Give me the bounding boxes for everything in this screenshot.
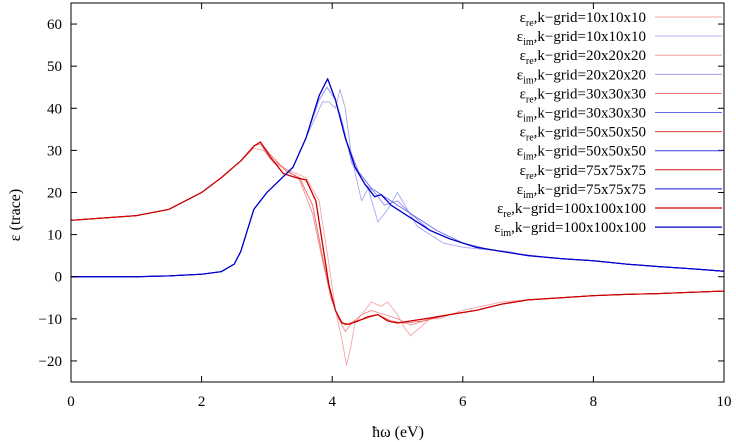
y-tick-label: 10	[47, 228, 62, 244]
series-line-12	[71, 78, 725, 278]
y-tick-label: 60	[47, 17, 62, 33]
legend-label-4: εim,k−grid=20x20x20	[517, 67, 646, 86]
legend-label-7: εre,k−grid=50x50x50	[520, 125, 646, 144]
series-line-11	[70, 141, 725, 325]
x-tick-label: 0	[67, 394, 75, 410]
axis-ticks: 0 2 4 6 8 10 −20 −10 0 10 20 30 40 50 60	[39, 3, 732, 410]
y-tick-label: 20	[47, 186, 62, 202]
y-tick-label: −20	[39, 354, 62, 370]
legend-label-10: εim,k−grid=75x75x75	[517, 182, 646, 201]
legend-label-5: εre,k−grid=30x30x30	[520, 86, 646, 105]
legend: εre,k−grid=10x10x10εim,k−grid=10x10x10εr…	[494, 10, 722, 239]
y-tick-label: 0	[55, 270, 63, 286]
legend-label-2: εim,k−grid=10x10x10	[517, 29, 646, 48]
y-tick-label: 30	[47, 143, 62, 159]
x-axis-label: ħω (eV)	[372, 424, 424, 441]
x-tick-label: 8	[590, 394, 598, 410]
x-tick-label: 2	[198, 394, 206, 410]
y-tick-label: 50	[47, 59, 62, 75]
y-tick-label: −10	[39, 312, 62, 328]
plot-lines	[70, 78, 725, 366]
legend-label-3: εre,k−grid=20x20x20	[520, 48, 646, 67]
y-axis-label: ε (trace)	[7, 189, 24, 241]
legend-label-8: εim,k−grid=50x50x50	[517, 144, 646, 163]
x-tick-label: 4	[328, 394, 336, 410]
legend-label-9: εre,k−grid=75x75x75	[520, 163, 646, 182]
legend-label-6: εim,k−grid=30x30x30	[517, 106, 646, 125]
series-line-1	[70, 147, 725, 366]
legend-label-11: εre,k−grid=100x100x100	[497, 201, 646, 220]
legend-label-12: εim,k−grid=100x100x100	[494, 220, 646, 239]
x-tick-label: 10	[717, 394, 732, 410]
legend-label-1: εre,k−grid=10x10x10	[520, 10, 646, 29]
y-tick-label: 40	[47, 101, 62, 117]
x-tick-label: 6	[459, 394, 467, 410]
